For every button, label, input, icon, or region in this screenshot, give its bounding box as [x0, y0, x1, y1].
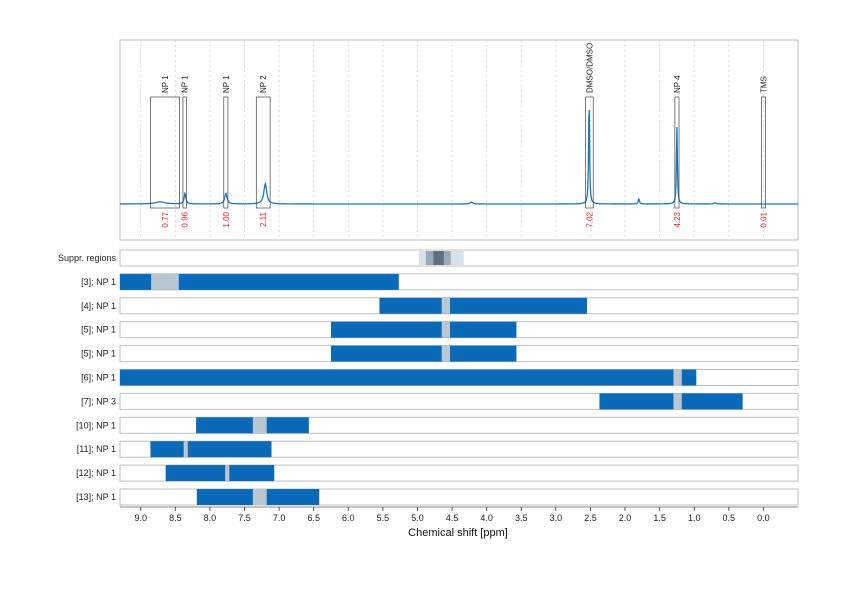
range-bar: [120, 273, 399, 290]
spectrum-frame: [119, 39, 799, 241]
row-label: [6]; NP 1: [81, 373, 116, 383]
x-tick-label: 5.0: [411, 513, 424, 523]
excluded-region: [252, 417, 267, 434]
x-tick-label: 7.5: [238, 513, 251, 523]
excluded-region: [441, 321, 451, 338]
row-frame: [119, 464, 799, 482]
x-tick-label: 1.5: [653, 513, 666, 523]
annotation-box: [585, 96, 594, 209]
x-tick-label: 7.0: [273, 513, 286, 523]
annotation-box: [760, 96, 766, 209]
spectrum-trace: [120, 110, 798, 205]
x-tick-label: 6.5: [307, 513, 320, 523]
integral-value: 0.77: [161, 211, 170, 227]
annotation-label: NP 2: [259, 75, 268, 93]
x-tick-label: 9.0: [134, 513, 147, 523]
x-tick-label: 2.0: [619, 513, 632, 523]
x-tick-label: 6.0: [342, 513, 355, 523]
x-tick-label: 2.5: [584, 513, 597, 523]
row-label: [10]; NP 1: [76, 420, 116, 430]
x-tick-label: 8.5: [169, 513, 182, 523]
annotation-box: [150, 96, 180, 209]
integral-value: 0.01: [759, 211, 768, 227]
range-bar: [196, 417, 309, 434]
annotation-box: [674, 96, 680, 209]
excluded-region: [252, 489, 267, 505]
suppressed-region: [433, 251, 444, 265]
row-label: [11]; NP 1: [77, 444, 116, 454]
range-bar: [331, 321, 517, 338]
row-label: [7]; NP 3: [81, 396, 116, 406]
annotation-box: [255, 96, 271, 209]
range-bar: [120, 369, 697, 386]
excluded-region: [441, 297, 451, 314]
integral-value: 1.00: [222, 211, 231, 227]
integral-value: 2.11: [259, 211, 268, 227]
x-tick-label: 4.5: [446, 513, 459, 523]
x-axis-label: Chemical shift [ppm]: [408, 527, 508, 539]
annotation-label: NP 4: [673, 75, 682, 93]
x-tick-label: 3.0: [550, 513, 563, 523]
x-axis: 9.0 8.5 8.0 7.5 7.0 6.5 6.0 5.5 5.0 4.5 4.0 3.5 3.0 2…: [120, 506, 798, 523]
excluded-region: [673, 369, 682, 386]
x-tick-label: 4.0: [480, 513, 493, 523]
range-bar: [379, 297, 587, 314]
row-label: Suppr. regions: [58, 253, 117, 263]
excluded-region: [441, 345, 451, 362]
annotation-label: NP 1: [222, 75, 231, 93]
annotation-box: [223, 96, 229, 209]
x-tick-label: 5.5: [377, 513, 390, 523]
excluded-region: [225, 465, 230, 482]
row-label: [3]; NP 1: [81, 277, 116, 287]
annotation-label: NP 1: [161, 75, 170, 93]
x-tick-label: 0.5: [723, 513, 736, 523]
excluded-region: [673, 393, 682, 410]
row-label: [5]; NP 1: [81, 325, 116, 335]
annotation-label: TMS: [759, 76, 768, 93]
rows-panel: Suppr. regions [3]; NP 1 [4]; NP 1 [5]; NP …: [58, 249, 799, 506]
annotation-box: [182, 96, 187, 209]
excluded-region: [183, 441, 188, 458]
range-bar: [599, 393, 743, 410]
excluded-region: [151, 273, 179, 290]
row-frame: [119, 440, 799, 458]
integral-value: 4.23: [673, 211, 682, 227]
row-label: [4]; NP 1: [81, 301, 116, 311]
row-label: [5]; NP 1: [81, 349, 116, 359]
range-bar: [165, 465, 275, 482]
x-tick-label: 3.5: [515, 513, 528, 523]
annotation-label: NP 1: [181, 75, 190, 93]
range-bar: [150, 441, 272, 458]
range-bar: [331, 345, 517, 362]
x-tick-label: 8.0: [204, 513, 217, 523]
spectrum-panel: NP 1 0.77 NP 1 0.96 NP 1 1.00 NP 2 2.11 DMSO/DMS…: [119, 39, 799, 241]
x-tick-label: 0.0: [757, 513, 770, 523]
row-label: [13]; NP 1: [76, 492, 116, 502]
integral-value: 7.02: [585, 211, 594, 227]
x-tick-label: 1.0: [688, 513, 701, 523]
row-label: [12]; NP 1: [76, 468, 116, 478]
annotation-label: DMSO/DMSO: [585, 43, 594, 93]
integral-value: 0.96: [181, 211, 190, 227]
